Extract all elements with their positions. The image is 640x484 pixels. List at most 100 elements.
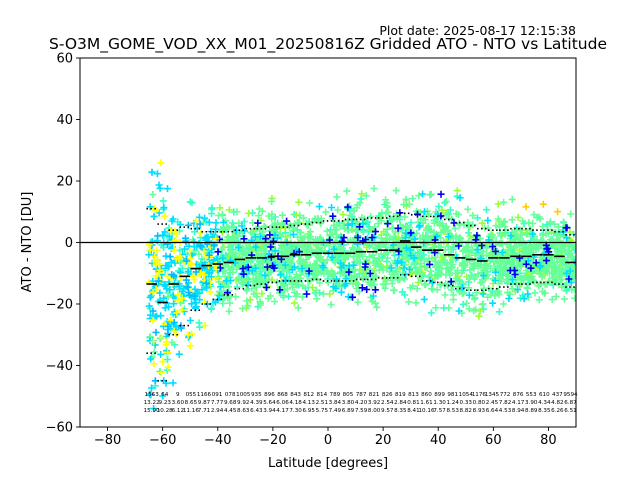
bin-stat-label: 4.17: [512, 400, 525, 406]
y-tick-label: 0: [65, 236, 73, 251]
bin-stat-label: 7.57: [433, 408, 446, 414]
bin-stat-label: 876: [513, 392, 524, 398]
bin-stat-label: 789: [330, 392, 341, 398]
bin-stat-label: 1345: [485, 392, 500, 398]
x-tick-label: 0: [324, 433, 332, 448]
chart-title: S-O3M_GOME_VOD_XX_M01_20250816Z Gridded …: [49, 35, 607, 54]
bin-stat-label: 4.53: [499, 408, 512, 414]
x-axis-ticks: −80 −60 −40 −20 0 20 40 60 80: [94, 427, 557, 448]
bin-stat-label: 2.84: [394, 400, 407, 406]
bin-stat-label: 4.45: [224, 408, 237, 414]
bin-stat-label: 8.00: [368, 408, 381, 414]
bin-stat-label: 4.18: [289, 400, 302, 406]
bin-stat-label: 0.33: [460, 400, 473, 406]
bin-stat-label: 3.94: [263, 408, 276, 414]
bin-stat-label: 5.64: [263, 400, 276, 406]
bin-stat-label: 1176: [472, 392, 487, 398]
y-axis-label: ATO - NTO [DU]: [20, 192, 35, 293]
bin-stat-label: 9.92: [237, 400, 249, 406]
scatter-marker-group: [149, 220, 218, 385]
bin-stat-label: 843: [290, 392, 301, 398]
x-tick-label: −80: [94, 433, 121, 448]
bin-stat-label: 64: [161, 392, 169, 398]
bin-stat-label: 3.90: [525, 400, 538, 406]
bin-stat-label: 1.61: [420, 400, 433, 406]
bin-stat-label: 7.30: [289, 408, 302, 414]
bin-stat-label: 826: [382, 392, 393, 398]
bin-stat-label: 1166: [197, 392, 212, 398]
bin-stat-label: 2.51: [316, 400, 329, 406]
bin-stat-label: 8.63: [237, 408, 250, 414]
bin-stat-label: 6.51: [564, 408, 577, 414]
plot-date: Plot date: 2025-08-17 12:15:38: [379, 23, 576, 38]
bin-stat-label: 3.80: [342, 400, 355, 406]
bin-stat-label: 0.81: [407, 400, 420, 406]
scatter-marker-group: [522, 200, 562, 216]
bin-stat-label: 8.41: [407, 408, 420, 414]
x-tick-label: −40: [204, 433, 231, 448]
bin-stat-label: 9.68: [224, 400, 237, 406]
bin-stat-label: 7.59: [355, 408, 368, 414]
bin-stat-label: 11.16: [183, 408, 199, 414]
bin-stat-label: 6.64: [486, 408, 499, 414]
bin-stat-label: 8.94: [512, 408, 525, 414]
bin-stat-label: 7.49: [329, 408, 342, 414]
bin-stat-label: 813: [408, 392, 419, 398]
bin-stat-label: 4.20: [355, 400, 368, 406]
y-tick-label: 20: [56, 175, 73, 190]
mean-segments: [146, 240, 576, 304]
bin-stat-label: 3.92: [368, 400, 380, 406]
x-tick-label: 20: [375, 433, 392, 448]
bin-stat-label: 772: [500, 392, 511, 398]
bin-stat-label: 1054: [459, 392, 474, 398]
bin-stat-label: 899: [434, 392, 445, 398]
bin-stat-label: 8.53: [446, 408, 459, 414]
bin-stat-label: 4.34: [538, 400, 551, 406]
bin-stat-label: 787: [356, 392, 367, 398]
bin-stat-label: 1.30: [433, 400, 446, 406]
bin-stat-label: 4.39: [250, 400, 263, 406]
bin-stat-label: 6.26: [551, 408, 564, 414]
bin-stat-label: 896: [264, 392, 275, 398]
bin-stat-label: 9: [176, 392, 180, 398]
y-tick-label: 60: [56, 52, 73, 67]
bin-stat-label: 4.13: [302, 400, 315, 406]
bin-stat-label: 9594: [563, 392, 578, 398]
bin-stat-label: 819: [395, 392, 406, 398]
bin-stat-label: 4.82: [551, 400, 563, 406]
x-tick-label: 60: [485, 433, 502, 448]
y-axis-ticks: −60 −40 −20 0 20 40 60: [46, 52, 80, 436]
bin-stat-label: 8.82: [460, 408, 472, 414]
bin-stat-label: 5.75: [316, 408, 329, 414]
bin-stat-label: 860: [421, 392, 432, 398]
bin-stat-label: 7.77: [211, 400, 224, 406]
bin-stat-label: 935: [251, 392, 262, 398]
bin-stat-label: 7.82: [499, 400, 511, 406]
bin-stat-label: 6.89: [342, 408, 355, 414]
bin-stat-label: 9.87: [198, 400, 211, 406]
bin-stats: 1563 13.22 15.90 64 9.23 10.28 9 3.60 6.12 055 8.6…: [144, 392, 578, 414]
y-tick-label: −40: [46, 359, 73, 374]
bin-stat-label: 055: [186, 392, 197, 398]
y-tick-label: 40: [56, 113, 73, 128]
bin-stat-label: 4.17: [276, 408, 289, 414]
bin-stat-label: 6.12: [172, 408, 184, 414]
bin-stat-label: 437: [552, 392, 563, 398]
bin-stat-label: 7.71: [198, 408, 211, 414]
x-tick-label: −20: [259, 433, 286, 448]
bin-stat-label: 8.35: [538, 408, 551, 414]
plot-area: 1563 13.22 15.90 64 9.23 10.28 9 3.60 6.12 055 8.6…: [80, 159, 578, 414]
scatter-points: [145, 159, 576, 412]
bin-stat-label: 15.90: [144, 408, 160, 414]
bin-stat-label: 3.84: [329, 400, 342, 406]
bin-stat-label: 821: [369, 392, 380, 398]
bin-stat-label: 9.57: [381, 408, 394, 414]
bin-stat-label: 2.54: [381, 400, 394, 406]
x-axis-label: Latitude [degrees]: [268, 456, 388, 471]
bin-stat-label: 1.24: [446, 400, 459, 406]
bin-stat-label: 0.80: [473, 400, 486, 406]
bin-stat-label: 8.65: [185, 400, 198, 406]
bin-stat-label: 1005: [236, 392, 251, 398]
bin-stat-label: 9.23: [158, 400, 171, 406]
